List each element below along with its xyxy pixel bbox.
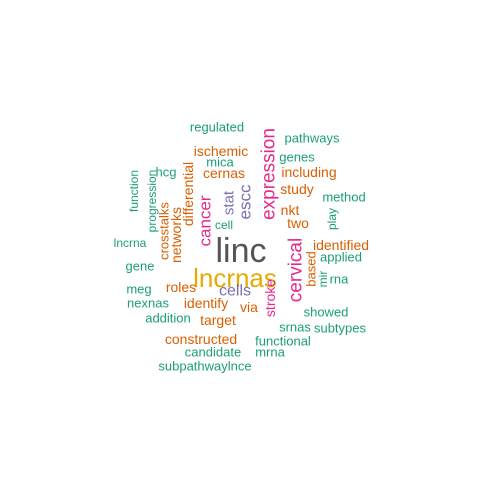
word-ischemic: ischemic bbox=[194, 143, 248, 159]
word-linc: linc bbox=[215, 232, 266, 270]
word-lncrnas: lncrnas bbox=[193, 263, 277, 293]
word-cernas: cernas bbox=[203, 165, 245, 181]
word-identified: identified bbox=[313, 237, 369, 253]
word-roles: roles bbox=[166, 279, 196, 295]
word-expression: expression bbox=[259, 128, 280, 220]
word-target: target bbox=[200, 312, 236, 328]
word-addition: addition bbox=[145, 311, 191, 326]
word-stroke: stroke bbox=[262, 279, 278, 317]
word-nkt: nkt bbox=[281, 202, 300, 218]
word-gene: gene bbox=[126, 259, 155, 274]
word-showed: showed bbox=[304, 305, 349, 320]
word-meg: meg bbox=[126, 282, 151, 297]
word-cells: cells bbox=[219, 283, 251, 300]
word-based: based bbox=[304, 251, 319, 286]
word-including: including bbox=[281, 164, 336, 180]
word-cancer: cancer bbox=[196, 195, 215, 246]
word-functional: functional bbox=[255, 334, 311, 349]
word-mica: mica bbox=[206, 155, 234, 170]
word-constructed: constructed bbox=[165, 331, 237, 347]
word-cervical: cervical bbox=[286, 238, 307, 302]
word-differential: differential bbox=[180, 162, 196, 226]
word-crosstalks: crosstalks bbox=[157, 202, 172, 260]
word-networks: networks bbox=[168, 207, 184, 263]
word-cell: cell bbox=[215, 218, 233, 232]
word-nexnas: nexnas bbox=[127, 296, 169, 311]
word-candidate: candidate bbox=[185, 345, 241, 360]
word-two: two bbox=[287, 215, 309, 231]
word-rna: rna bbox=[330, 272, 350, 287]
word-hcg: hcg bbox=[156, 165, 177, 180]
word-mir: mir bbox=[316, 271, 330, 288]
word-lncrna: lncrna bbox=[114, 236, 147, 250]
word-progression: progression bbox=[145, 170, 159, 233]
word-subtypes: subtypes bbox=[314, 321, 367, 336]
word-study: study bbox=[280, 181, 313, 197]
word-play: play bbox=[325, 208, 339, 230]
word-srnas: srnas bbox=[279, 320, 311, 335]
word-function: function bbox=[127, 170, 141, 212]
word-subpathwaylnce: subpathwaylnce bbox=[158, 359, 251, 374]
word-genes: genes bbox=[279, 150, 315, 165]
word-via: via bbox=[240, 299, 258, 315]
word-mrna: mrna bbox=[255, 345, 285, 360]
word-applied: applied bbox=[320, 250, 362, 265]
word-escc: escc bbox=[236, 184, 255, 219]
word-method: method bbox=[322, 190, 365, 205]
word-pathways: pathways bbox=[285, 131, 340, 146]
word-regulated: regulated bbox=[190, 120, 244, 135]
word-stat: stat bbox=[221, 190, 238, 215]
word-identify: identify bbox=[184, 295, 228, 311]
